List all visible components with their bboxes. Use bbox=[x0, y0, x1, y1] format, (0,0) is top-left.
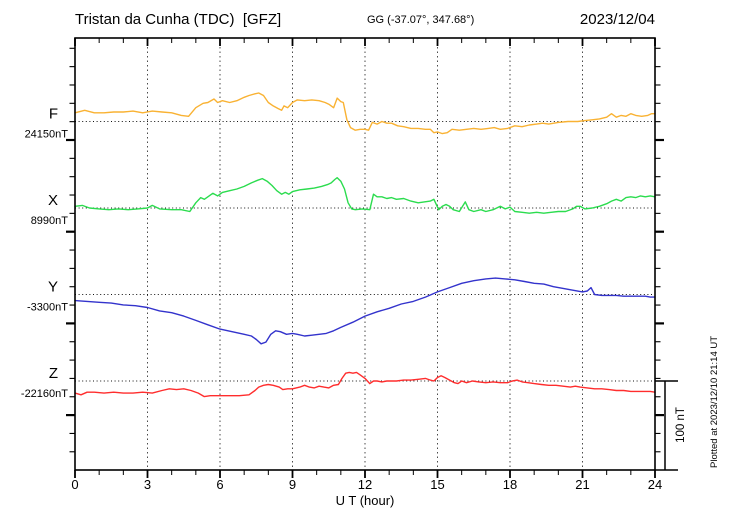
x-tick-label: 18 bbox=[503, 477, 517, 492]
x-tick-label: 6 bbox=[216, 477, 223, 492]
x-tick-label: 21 bbox=[575, 477, 589, 492]
channel-label-Y: Y bbox=[48, 279, 58, 296]
x-tick-label: 15 bbox=[430, 477, 444, 492]
trace-F bbox=[74, 92, 656, 135]
trace-Y bbox=[74, 277, 656, 345]
channel-baseline-value-Z: -22160nT bbox=[21, 388, 68, 400]
x-tick-label: 3 bbox=[144, 477, 151, 492]
x-tick-label: 24 bbox=[648, 477, 662, 492]
channel-baseline-value-F: 24150nT bbox=[25, 129, 69, 141]
plot-date: 2023/12/04 bbox=[580, 11, 655, 28]
channel-label-F: F bbox=[49, 106, 58, 123]
baseline-layer bbox=[75, 120, 655, 382]
plotted-at-note: Plotted at 2023/12/10 21:14 UT bbox=[709, 336, 720, 468]
plot-title: Tristan da Cunha (TDC) [GFZ] bbox=[75, 11, 281, 28]
scale-bar-label: 100 nT bbox=[675, 407, 687, 443]
plot-frame bbox=[74, 37, 656, 471]
grid-layer bbox=[147, 38, 583, 470]
x-tick-label: 12 bbox=[358, 477, 372, 492]
trace-X bbox=[74, 176, 656, 214]
channel-label-X: X bbox=[48, 192, 58, 209]
x-axis-title: U T (hour) bbox=[336, 493, 395, 508]
x-tick-label: 0 bbox=[71, 477, 78, 492]
label-layer: 0 3 6 9 12 15 18 21 24 F 24150nT X 8990nT Y -3300nT Z -2… bbox=[21, 106, 662, 493]
trace-layer bbox=[74, 92, 656, 398]
channel-label-Z: Z bbox=[49, 365, 58, 382]
channel-baseline-value-X: 8990nT bbox=[31, 215, 69, 227]
x-tick-label: 9 bbox=[289, 477, 296, 492]
channel-baseline-value-Y: -3300nT bbox=[27, 302, 68, 314]
observatory-coords: GG (-37.07°, 347.68°) bbox=[367, 14, 474, 26]
trace-Z bbox=[74, 371, 656, 398]
